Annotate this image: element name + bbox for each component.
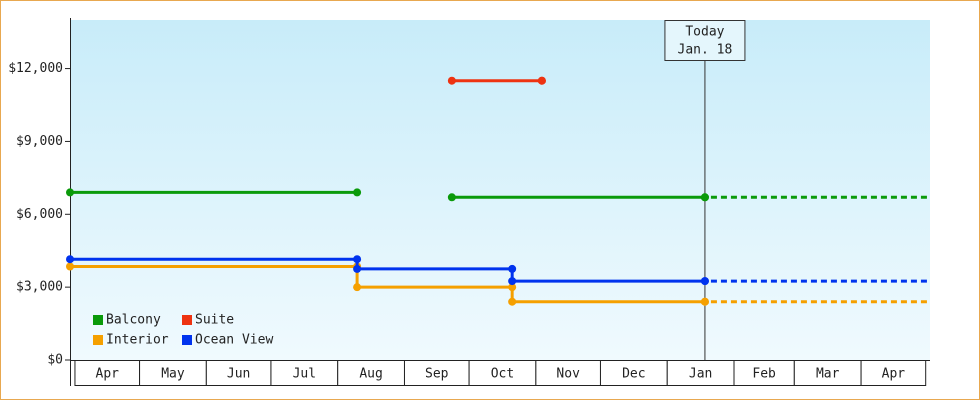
x-tick-label: Feb xyxy=(752,367,776,382)
month-cell xyxy=(793,360,862,386)
month-cell xyxy=(205,360,272,386)
x-tick-label: Oct xyxy=(491,367,514,382)
point xyxy=(353,188,362,197)
point xyxy=(66,262,74,271)
month-cell xyxy=(860,360,927,386)
x-tick-label: Apr xyxy=(882,367,906,382)
y-tick-label: $9,000 xyxy=(16,134,63,149)
point xyxy=(700,277,709,286)
x-tick-label: Jun xyxy=(227,367,250,382)
point xyxy=(537,76,546,85)
x-tick-label: Jul xyxy=(293,367,316,382)
y-tick-label: $3,000 xyxy=(16,280,63,295)
point xyxy=(447,193,456,202)
month-cell xyxy=(74,360,141,386)
today-label: Today xyxy=(685,25,724,40)
today-label: Jan. 18 xyxy=(678,43,733,58)
point xyxy=(508,277,517,286)
legend-label: Suite xyxy=(195,313,234,328)
x-tick-label: Apr xyxy=(96,367,120,382)
point xyxy=(353,264,362,273)
point xyxy=(700,297,709,306)
point xyxy=(66,255,74,264)
today-box xyxy=(664,20,746,61)
x-tick-label: May xyxy=(161,367,185,382)
point xyxy=(447,76,456,85)
point xyxy=(353,255,362,264)
legend-swatch xyxy=(93,335,103,345)
legend-label: Ocean View xyxy=(195,333,273,348)
legend-swatch xyxy=(93,315,103,325)
month-cell xyxy=(535,360,601,386)
point xyxy=(508,297,517,306)
legend-swatch xyxy=(182,335,192,345)
x-tick-label: Nov xyxy=(556,367,580,382)
month-cell xyxy=(139,360,207,386)
point xyxy=(700,193,709,202)
legend-swatch xyxy=(182,315,192,325)
x-tick-label: Aug xyxy=(359,367,382,382)
plot-area xyxy=(70,20,930,360)
month-cell xyxy=(337,360,405,386)
legend-label: Balcony xyxy=(106,313,161,328)
y-tick-label: $12,000 xyxy=(8,61,63,76)
y-tick-label: $0 xyxy=(47,353,63,368)
point xyxy=(353,283,362,292)
point xyxy=(508,264,517,273)
x-tick-label: Sep xyxy=(425,367,449,382)
x-tick-label: Jan xyxy=(689,367,712,382)
month-cell xyxy=(270,360,339,386)
y-tick-label: $6,000 xyxy=(16,207,63,222)
legend-label: Interior xyxy=(106,333,169,348)
point xyxy=(508,283,517,292)
x-tick-label: Dec xyxy=(622,367,645,382)
point xyxy=(66,188,74,197)
month-cell xyxy=(666,360,735,386)
x-tick-label: Mar xyxy=(816,367,840,382)
